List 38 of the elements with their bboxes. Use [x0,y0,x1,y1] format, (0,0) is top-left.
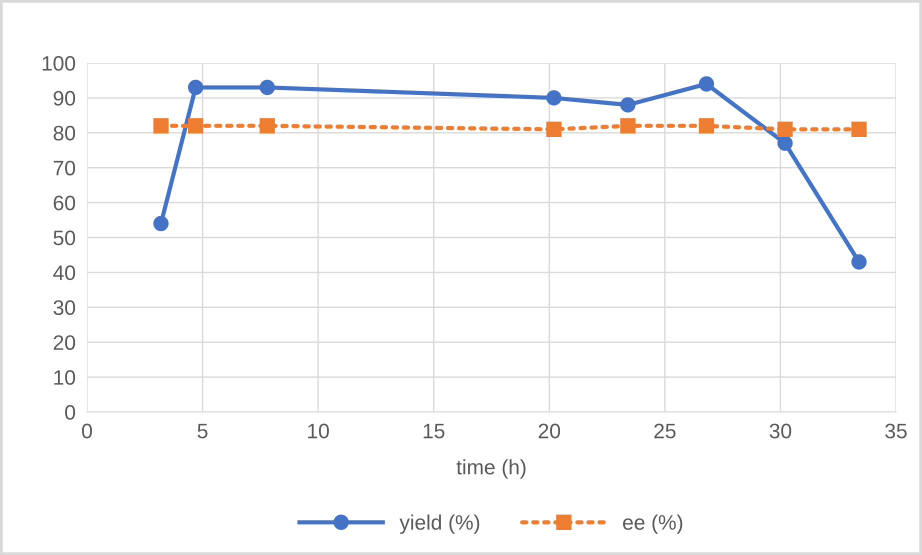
x-tick-label: 10 [308,424,329,438]
x-tick-label: 30 [770,424,792,438]
y-tick-label: 20 [54,335,76,350]
point [188,118,204,134]
point [620,118,636,134]
point [777,136,793,151]
x-tick-label: 20 [538,424,560,438]
y-tick-label: 80 [54,126,76,141]
point [546,90,562,106]
point [153,216,169,232]
point [260,80,275,96]
y-tick-label: 70 [54,160,76,176]
point [851,254,867,270]
y-tick-label: 100 [42,56,76,71]
point [188,80,204,96]
x-tick-label: 25 [654,424,676,438]
point [698,76,714,92]
x-tick-label: 0 [82,424,92,438]
point [777,122,793,137]
point [851,122,867,137]
point [620,97,636,113]
x-tick-label: 35 [885,424,907,438]
point [698,118,714,134]
x-tick-label: 5 [198,424,208,438]
legend-label: yield (%) [400,514,480,534]
x-axis-title: time (h) [456,459,526,479]
legend-label: ee (%) [623,514,682,534]
y-tick-label: 10 [54,370,76,385]
x-tick-label: 15 [424,424,444,438]
y-tick-label: 60 [54,196,76,210]
y-tick-label: 90 [54,90,76,106]
point [260,118,275,134]
point [546,122,562,137]
y-tick-label: 40 [53,265,76,280]
point [153,118,169,134]
y-tick-label: 50 [54,230,76,246]
y-tick-label: 0 [65,405,76,420]
y-tick-label: 30 [54,300,76,316]
